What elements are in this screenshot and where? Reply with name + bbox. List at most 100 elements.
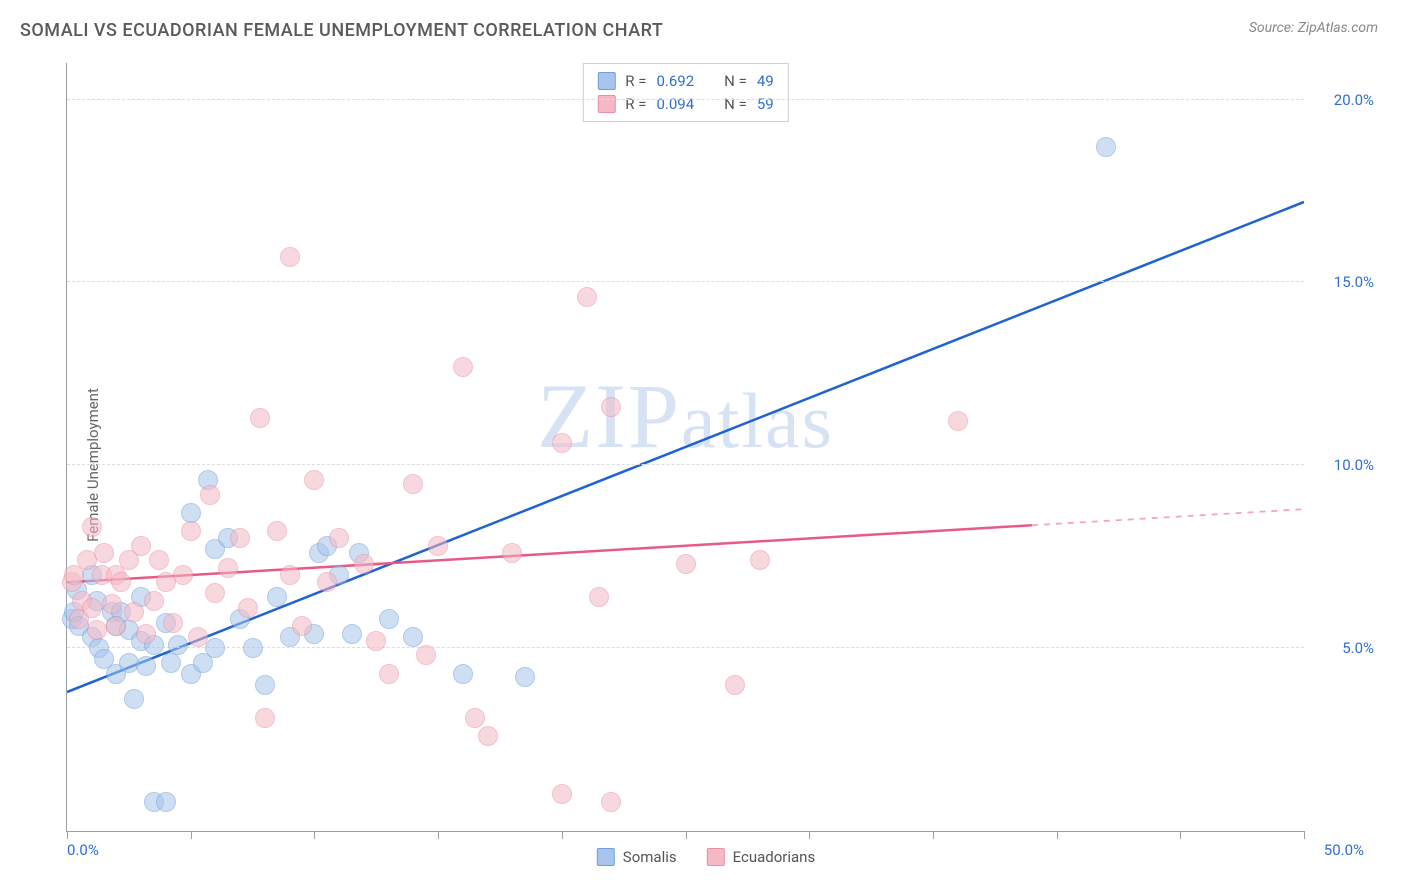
gridline-h	[67, 99, 1304, 100]
scatter-point	[255, 675, 275, 695]
legend-item: Somalis	[597, 848, 677, 866]
legend: Somalis Ecuadorians	[597, 848, 815, 866]
r-label: R =	[625, 70, 646, 93]
n-value: 59	[757, 93, 774, 116]
scatter-point	[238, 598, 258, 618]
x-tick-label: 0.0%	[67, 841, 99, 859]
scatter-point	[342, 624, 362, 644]
stats-row: R = 0.692 N = 49	[597, 70, 773, 93]
n-label: N =	[724, 70, 747, 93]
scatter-point	[124, 689, 144, 709]
scatter-point	[230, 528, 250, 548]
scatter-point	[144, 591, 164, 611]
x-tick	[809, 831, 810, 839]
scatter-point	[403, 627, 423, 647]
y-tick-label: 10.0%	[1334, 456, 1374, 474]
chart-container: Female Unemployment ZIPatlas R =0.692N =…	[24, 55, 1388, 874]
scatter-point	[601, 397, 621, 417]
source-name: ZipAtlas.com	[1298, 20, 1378, 36]
scatter-point	[577, 287, 597, 307]
source-prefix: Source:	[1249, 20, 1298, 36]
legend-item: Ecuadorians	[707, 848, 816, 866]
scatter-point	[136, 624, 156, 644]
scatter-point	[106, 616, 126, 636]
scatter-point	[173, 565, 193, 585]
legend-label: Ecuadorians	[733, 848, 816, 866]
scatter-point	[354, 554, 374, 574]
scatter-point	[379, 664, 399, 684]
legend-swatch	[707, 848, 725, 866]
scatter-point	[428, 536, 448, 556]
scatter-point	[453, 357, 473, 377]
n-value: 49	[757, 70, 774, 93]
scatter-point	[515, 667, 535, 687]
scatter-point	[161, 653, 181, 673]
x-tick	[191, 831, 192, 839]
x-tick	[314, 831, 315, 839]
scatter-point	[111, 572, 131, 592]
n-label: N =	[724, 93, 747, 116]
stats-row: R = 0.094 N = 59	[597, 93, 773, 116]
scatter-point	[1096, 137, 1116, 157]
scatter-point	[317, 572, 337, 592]
series-swatch	[597, 95, 615, 113]
scatter-point	[416, 645, 436, 665]
scatter-point	[168, 635, 188, 655]
scatter-point	[948, 411, 968, 431]
scatter-point	[181, 503, 201, 523]
x-tick	[933, 831, 934, 839]
x-tick	[1180, 831, 1181, 839]
legend-swatch	[597, 848, 615, 866]
scatter-point	[725, 675, 745, 695]
watermark: ZIPatlas	[537, 363, 834, 469]
r-label: R =	[625, 93, 646, 116]
scatter-point	[82, 598, 102, 618]
gridline-h	[67, 281, 1304, 282]
scatter-point	[102, 594, 122, 614]
y-tick-label: 5.0%	[1342, 639, 1374, 657]
scatter-point	[205, 638, 225, 658]
scatter-point	[304, 470, 324, 490]
scatter-point	[200, 485, 220, 505]
scatter-point	[676, 554, 696, 574]
scatter-point	[136, 656, 156, 676]
scatter-point	[280, 247, 300, 267]
x-tick	[67, 831, 68, 839]
source-label: Source: ZipAtlas.com	[1249, 20, 1378, 36]
scatter-point	[188, 627, 208, 647]
gridline-h	[67, 464, 1304, 465]
y-tick-label: 20.0%	[1334, 91, 1374, 109]
scatter-point	[502, 543, 522, 563]
x-tick	[1057, 831, 1058, 839]
scatter-point	[250, 408, 270, 428]
scatter-point	[379, 609, 399, 629]
scatter-point	[218, 558, 238, 578]
scatter-point	[292, 616, 312, 636]
scatter-point	[552, 433, 572, 453]
trend-lines	[67, 63, 1304, 831]
r-value: 0.692	[656, 70, 694, 93]
x-tick-label: 50.0%	[1324, 841, 1364, 859]
scatter-point	[267, 587, 287, 607]
scatter-point	[453, 664, 473, 684]
scatter-point	[124, 602, 144, 622]
scatter-point	[163, 613, 183, 633]
scatter-point	[552, 784, 572, 804]
scatter-point	[465, 708, 485, 728]
scatter-point	[750, 550, 770, 570]
scatter-point	[131, 536, 151, 556]
scatter-point	[589, 587, 609, 607]
scatter-point	[82, 517, 102, 537]
x-tick	[562, 831, 563, 839]
scatter-point	[601, 792, 621, 812]
correlation-stats-box: R = 0.692 N = 49 R = 0.094 N = 59	[582, 63, 788, 122]
plot-area: ZIPatlas R =0.692N =49R =0.094N =59 5.0%…	[66, 63, 1304, 832]
scatter-point	[403, 474, 423, 494]
r-value: 0.094	[656, 93, 694, 116]
scatter-point	[87, 620, 107, 640]
scatter-point	[267, 521, 287, 541]
scatter-point	[255, 708, 275, 728]
y-tick-label: 15.0%	[1334, 273, 1374, 291]
scatter-point	[94, 543, 114, 563]
scatter-point	[280, 565, 300, 585]
